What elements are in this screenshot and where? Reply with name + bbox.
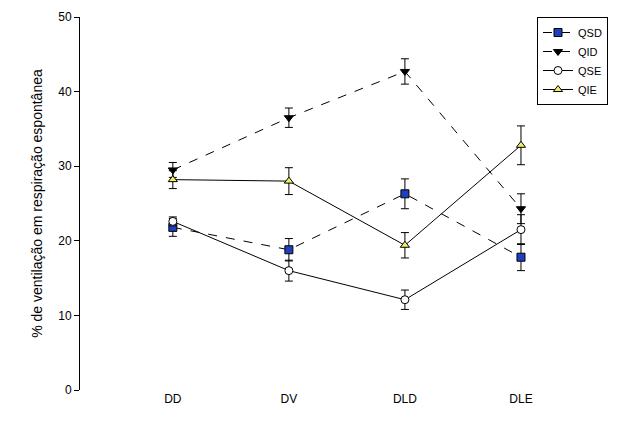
svg-text:40: 40 xyxy=(58,85,72,99)
svg-text:DLE: DLE xyxy=(509,392,532,406)
svg-text:DV: DV xyxy=(281,392,298,406)
svg-text:QID: QID xyxy=(578,46,598,58)
svg-text:DLD: DLD xyxy=(393,392,417,406)
svg-text:% de ventilação em respiração: % de ventilação em respiração espontânea xyxy=(29,69,45,338)
svg-text:0: 0 xyxy=(65,383,72,397)
svg-text:10: 10 xyxy=(58,309,72,323)
svg-text:30: 30 xyxy=(58,159,72,173)
svg-text:QSE: QSE xyxy=(578,65,601,77)
svg-text:QIE: QIE xyxy=(578,84,597,96)
svg-text:50: 50 xyxy=(58,10,72,24)
svg-text:20: 20 xyxy=(58,234,72,248)
svg-text:QSD: QSD xyxy=(578,27,602,39)
svg-text:DD: DD xyxy=(164,392,182,406)
